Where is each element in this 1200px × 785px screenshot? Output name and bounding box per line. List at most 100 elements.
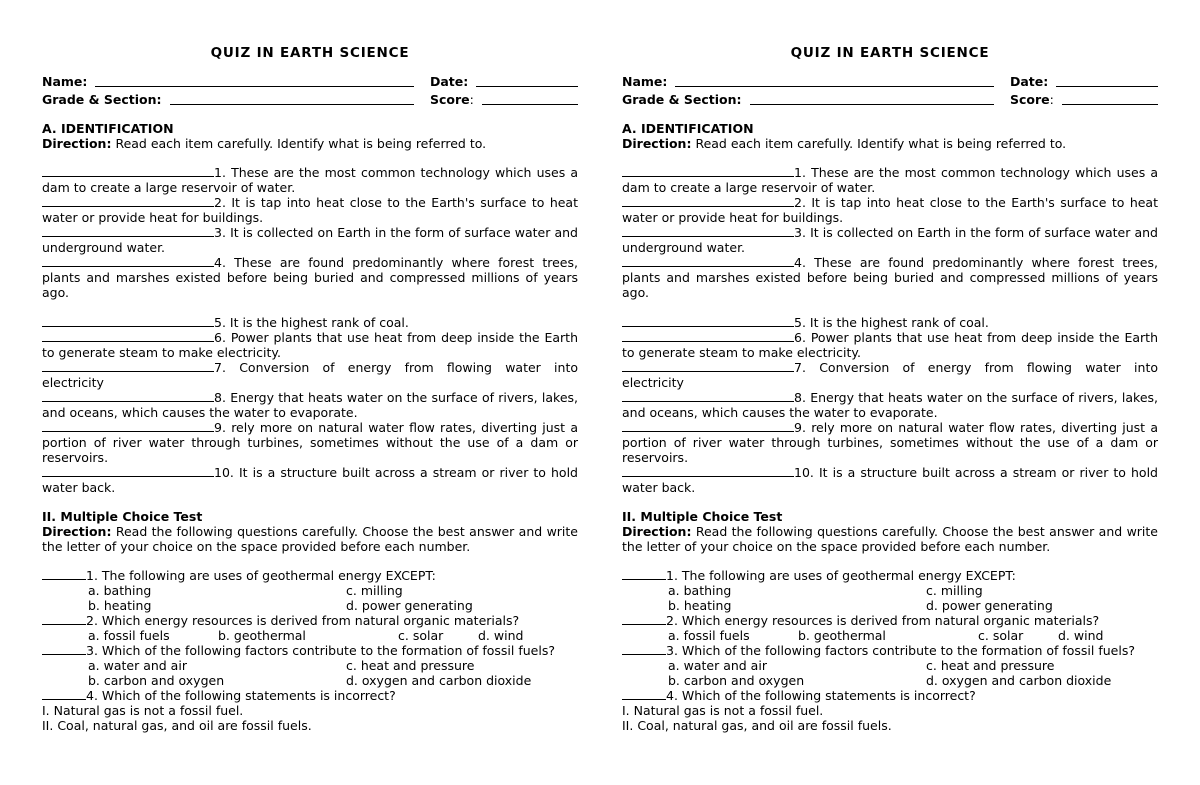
answer-blank-line <box>622 390 794 402</box>
item-number: 7. <box>214 360 226 375</box>
answer-blank-line <box>622 688 666 700</box>
name-date-row: Name: Date: <box>622 74 1158 89</box>
item-number: 9. <box>794 420 806 435</box>
option-row: a. water and air c. heat and pressure <box>622 658 1158 673</box>
option-row: a. fossil fuels b. geothermal c. solar d. w… <box>622 628 1158 643</box>
score-label: Score: <box>1010 92 1054 107</box>
identification-direction-text: Read each item carefully. Identify what … <box>115 136 487 151</box>
item-number: 9. <box>214 420 226 435</box>
question-number: 3. <box>666 643 678 658</box>
multiple-choice-heading: II. Multiple Choice Test <box>622 509 783 524</box>
answer-blank-line <box>42 165 214 177</box>
answer-blank-line <box>622 643 666 655</box>
option: c. solar <box>398 628 444 643</box>
question-number: 3. <box>86 643 98 658</box>
quiz-column: QUIZ IN EARTH SCIENCE Name: Date: Grade … <box>622 0 1158 733</box>
item-text: It is the highest rank of coal. <box>229 315 409 330</box>
grade-blank-line <box>749 104 994 105</box>
option: c. heat and pressure <box>926 658 1055 673</box>
item-number: 8. <box>214 390 226 405</box>
name-date-row: Name: Date: <box>42 74 578 89</box>
item-text: Conversion of energy from flowing water … <box>42 360 579 390</box>
identification-item: 4. These are found predominantly where f… <box>622 255 1158 300</box>
identification-direction-label: Direction: <box>622 136 692 151</box>
score-label-colon: : <box>1049 92 1054 107</box>
statement: II. Coal, natural gas, and oil are fossi… <box>622 718 892 733</box>
identification-item: 10. It is a structure built across a str… <box>622 465 1158 495</box>
grade-score-row: Grade & Section: Score: <box>622 92 1158 107</box>
score-label-colon: : <box>469 92 474 107</box>
identification-direction: Direction: Read each item carefully. Ide… <box>42 136 578 151</box>
item-number: 4. <box>214 255 226 270</box>
identification-item: 8. Energy that heats water on the surfac… <box>622 390 1158 420</box>
option: b. carbon and oxygen <box>668 673 805 688</box>
grade-section-label: Grade & Section: <box>622 92 742 107</box>
mc-question: 3. Which of the following factors contri… <box>622 643 1158 658</box>
option-row: a. bathing c. milling <box>42 583 578 598</box>
score-label-word: Score <box>1010 92 1050 107</box>
item-text: These are found predominantly where fore… <box>42 255 578 300</box>
item-text: It is collected on Earth in the form of … <box>42 225 578 255</box>
question-text: Which of the following statements is inc… <box>681 688 976 703</box>
option: a. water and air <box>88 658 187 673</box>
identification-item: 5. It is the highest rank of coal. <box>622 315 1158 330</box>
item-text: It is a structure built across a stream … <box>42 465 578 495</box>
identification-list: 1. These are the most common technology … <box>622 165 1158 495</box>
question-text: Which energy resources is derived from n… <box>101 613 520 628</box>
item-number: 1. <box>794 165 806 180</box>
item-number: 5. <box>794 315 806 330</box>
answer-blank-line <box>42 195 214 207</box>
option: d. oxygen and carbon dioxide <box>926 673 1112 688</box>
statement: II. Coal, natural gas, and oil are fossi… <box>42 718 312 733</box>
multiple-choice-direction-label: Direction: <box>42 524 112 539</box>
quiz-title: QUIZ IN EARTH SCIENCE <box>210 45 410 61</box>
item-number: 6. <box>214 330 226 345</box>
item-number: 1. <box>214 165 226 180</box>
answer-blank-line <box>42 465 214 477</box>
identification-list: 1. These are the most common technology … <box>42 165 578 495</box>
item-text: Conversion of energy from flowing water … <box>622 360 1159 390</box>
identification-item: 9. rely more on natural water flow rates… <box>622 420 1158 465</box>
identification-item: 4. These are found predominantly where f… <box>42 255 578 300</box>
item-text: It is tap into heat close to the Earth's… <box>42 195 578 225</box>
identification-item: 2. It is tap into heat close to the Eart… <box>622 195 1158 225</box>
option: b. carbon and oxygen <box>88 673 225 688</box>
grade-blank-line <box>169 104 414 105</box>
answer-blank-line <box>622 465 794 477</box>
option: c. heat and pressure <box>346 658 475 673</box>
question-text: Which of the following statements is inc… <box>101 688 396 703</box>
answer-blank-line <box>42 225 214 237</box>
identification-item: 1. These are the most common technology … <box>42 165 578 195</box>
option: d. oxygen and carbon dioxide <box>346 673 532 688</box>
option: b. heating <box>668 598 732 613</box>
question-text: Which energy resources is derived from n… <box>681 613 1100 628</box>
answer-blank-line <box>42 390 214 402</box>
score-blank-line <box>1061 104 1158 105</box>
identification-item: 7. Conversion of energy from flowing wat… <box>42 360 578 390</box>
answer-blank-line <box>42 330 214 342</box>
item-text: Power plants that use heat from deep ins… <box>42 330 578 360</box>
item-number: 6. <box>794 330 806 345</box>
question-number: 2. <box>666 613 678 628</box>
identification-item: 6. Power plants that use heat from deep … <box>622 330 1158 360</box>
date-label: Date: <box>1010 74 1049 89</box>
mc-question: 2. Which energy resources is derived fro… <box>42 613 578 628</box>
grade-section-label: Grade & Section: <box>42 92 162 107</box>
worksheet-page: QUIZ IN EARTH SCIENCE Name: Date: Grade … <box>42 0 1158 733</box>
item-text: These are the most common technology whi… <box>42 165 578 195</box>
option: c. milling <box>346 583 403 598</box>
score-label: Score: <box>430 92 474 107</box>
option-row: b. heating d. power generating <box>622 598 1158 613</box>
question-number: 1. <box>666 568 678 583</box>
option: a. fossil fuels <box>88 628 170 643</box>
answer-blank-line <box>42 643 86 655</box>
score-label-word: Score <box>430 92 470 107</box>
item-text: It is collected on Earth in the form of … <box>622 225 1158 255</box>
mc-question: 1. The following are uses of geothermal … <box>42 568 578 583</box>
option: d. power generating <box>346 598 473 613</box>
multiple-choice-direction-label: Direction: <box>622 524 692 539</box>
identification-direction-text: Read each item carefully. Identify what … <box>695 136 1067 151</box>
item-text: Power plants that use heat from deep ins… <box>622 330 1158 360</box>
item-number: 2. <box>794 195 806 210</box>
item-number: 3. <box>794 225 806 240</box>
